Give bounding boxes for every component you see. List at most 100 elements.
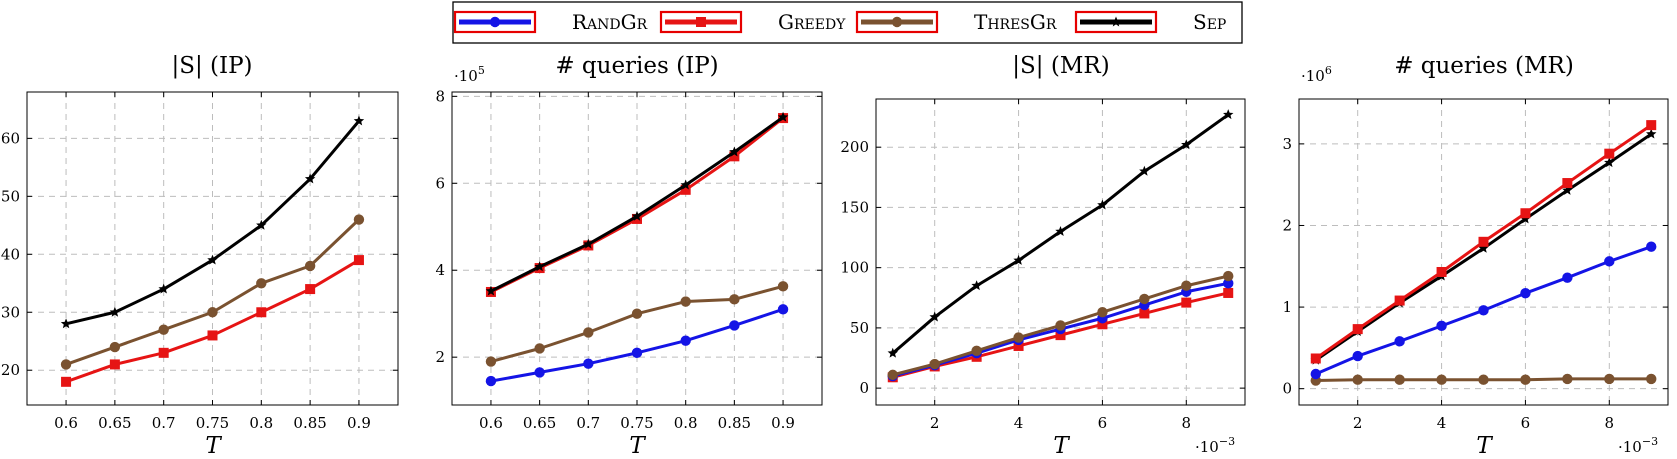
data-point-thresgr (158, 324, 169, 335)
x-tick-label: 0.7 (576, 414, 600, 432)
data-point-sep (158, 283, 169, 294)
series-randgr (485, 304, 789, 387)
data-point-sep (60, 318, 72, 329)
data-point-greedy (61, 376, 72, 387)
series-thresgr (887, 270, 1234, 381)
data-point-greedy (256, 307, 267, 318)
data-point-sep (256, 219, 267, 230)
data-point-thresgr (1139, 293, 1150, 305)
data-point-sep (777, 111, 789, 122)
data-point-greedy (207, 330, 218, 341)
data-point-randgr (680, 335, 691, 346)
legend-label: ThresGr (974, 10, 1057, 34)
data-point-greedy (1097, 319, 1108, 330)
data-point-thresgr (777, 281, 789, 292)
data-point-sep (207, 254, 218, 265)
data-point-sep (1520, 213, 1531, 224)
data-point-thresgr (1352, 374, 1363, 385)
series-greedy (61, 255, 364, 387)
data-point-randgr (485, 375, 497, 387)
series-line-sep (891, 113, 1230, 355)
x-tick-label: 8 (1182, 414, 1192, 432)
x-scale-multiplier: ·10−3 (1618, 435, 1658, 456)
data-point-sep (534, 261, 545, 272)
x-tick-label: 0.9 (771, 414, 795, 432)
data-point-thresgr (1646, 373, 1657, 385)
y-tick-label: 2 (1282, 216, 1292, 234)
data-point-thresgr (353, 214, 365, 225)
legend: RandGr Greedy ThresGr Sep (452, 1, 1243, 44)
chart-title: # queries (IP) (555, 53, 718, 79)
data-point-thresgr (929, 358, 940, 370)
y-tick-label: 1 (1282, 298, 1292, 316)
y-tick-label: 60 (1, 129, 20, 147)
y-tick-label: 150 (840, 198, 869, 216)
legend-entry-sep: Sep (1074, 10, 1226, 34)
series-thresgr (485, 281, 789, 367)
data-point-thresgr (1562, 373, 1573, 385)
data-point-greedy (1394, 295, 1405, 306)
data-point-sep (680, 179, 691, 190)
data-point-randgr (1436, 320, 1447, 332)
data-point-thresgr (256, 278, 267, 289)
data-point-randgr (1223, 278, 1234, 289)
data-point-sep (929, 311, 940, 322)
x-tick-label: 0.6 (54, 414, 78, 432)
data-point-sep (485, 285, 497, 296)
data-point-randgr (1394, 336, 1405, 347)
chart-title: |S| (MR) (1012, 53, 1109, 79)
chart-panel-4: 2 4 6 8 0 1 2 3 # queries (MR) T ·106 ·10−3 (1282, 53, 1669, 459)
data-point-randgr (1310, 368, 1321, 380)
data-point-thresgr (1520, 374, 1531, 385)
data-point-greedy (1013, 340, 1024, 351)
x-tick-label: 0.8 (674, 414, 698, 432)
legend-swatch-marker (696, 17, 706, 27)
legend-entry-thresgr: ThresGr (855, 10, 1057, 34)
data-point-sep (304, 173, 316, 184)
data-point-thresgr (60, 359, 72, 370)
data-point-thresgr (485, 356, 497, 367)
y-tick-label: 100 (840, 259, 869, 277)
data-point-greedy (729, 151, 740, 162)
data-point-thresgr (1055, 320, 1066, 331)
data-point-randgr (1646, 241, 1657, 252)
data-point-greedy (353, 255, 364, 266)
data-point-thresgr (971, 345, 982, 356)
legend-swatch-marker (1110, 16, 1122, 27)
series-greedy (1310, 120, 1657, 364)
y-tick-label: 30 (1, 303, 20, 321)
series-thresgr (1310, 373, 1657, 386)
plot-frame (875, 98, 1246, 406)
data-point-sep (109, 306, 121, 317)
data-point-greedy (1436, 266, 1447, 277)
x-tick-label: 8 (1605, 414, 1615, 432)
legend-label: Greedy (778, 10, 846, 34)
data-point-greedy (1352, 324, 1363, 335)
data-point-sep (1097, 199, 1108, 210)
data-point-randgr (1520, 288, 1531, 299)
data-point-greedy (1646, 120, 1657, 131)
data-point-randgr (534, 367, 545, 378)
data-point-thresgr (1436, 374, 1447, 385)
y-tick-label: 40 (1, 245, 20, 263)
data-point-greedy (1223, 287, 1234, 298)
data-point-randgr (1478, 305, 1489, 316)
y-tick-label: 0 (859, 379, 869, 397)
data-point-thresgr (680, 296, 691, 307)
data-point-randgr (1352, 350, 1363, 362)
data-point-sep (1181, 139, 1192, 150)
x-tick-label: 2 (1353, 414, 1363, 432)
series-greedy (887, 287, 1234, 383)
x-tick-label: 4 (1437, 414, 1447, 432)
x-tick-label: 4 (1014, 414, 1024, 432)
data-point-thresgr (1478, 374, 1489, 385)
y-tick-label: 4 (435, 261, 445, 279)
series-sep (60, 115, 365, 329)
legend-label: RandGr (572, 10, 648, 34)
data-point-thresgr (304, 260, 316, 272)
chart-title: |S| (IP) (171, 53, 252, 79)
x-tick-label: 0.65 (523, 414, 556, 432)
data-point-sep (1223, 109, 1234, 120)
y-tick-label: 6 (435, 174, 445, 192)
